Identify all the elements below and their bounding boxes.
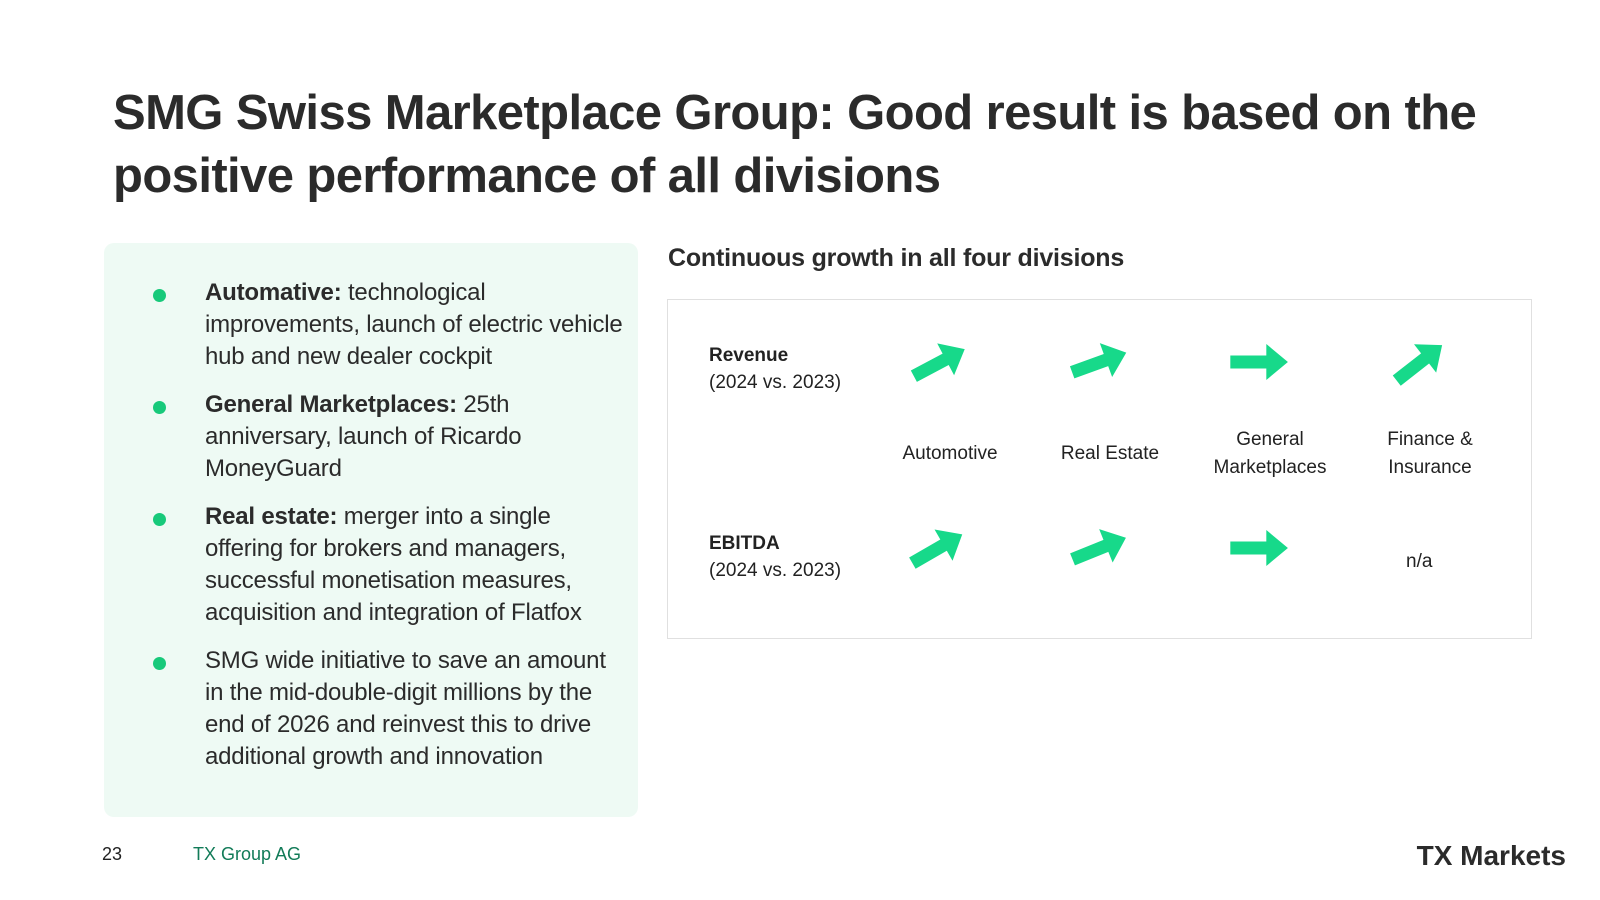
highlights-panel: Automative: technological improvements, … [104, 243, 638, 817]
growth-matrix: Revenue (2024 vs. 2023) EBITDA (2024 vs.… [667, 299, 1532, 639]
bullet-dot-icon [153, 289, 166, 302]
revenue-period: (2024 vs. 2023) [709, 372, 842, 393]
ebitda-row-label: EBITDA (2024 vs. 2023) [709, 530, 841, 584]
highlight-text: merger into a single offering for broker… [205, 503, 582, 626]
highlight-text: 25th anniversary, launch of Ricardo Mone… [205, 391, 522, 482]
list-item: Automative: technological improvements, … [104, 277, 638, 373]
revenue-row-label: Revenue (2024 vs. 2023) [709, 342, 841, 396]
bullet-dot-icon [153, 513, 166, 526]
ebitda-automotive-arrow-icon [904, 522, 976, 574]
ebitda-finance-insurance-na: n/a [1406, 551, 1433, 572]
division-label-automotive: Automotive [902, 443, 998, 464]
list-item: General Marketplaces: 25th anniversary, … [104, 389, 638, 485]
highlight-term: Real estate: [205, 503, 338, 530]
revenue-automotive-arrow-icon [906, 336, 978, 388]
brand-logo: TX Markets [1416, 840, 1566, 871]
slide-title: SMG Swiss Marketplace Group: Good result… [113, 86, 1477, 203]
highlight-text: SMG wide initiative to save an amount in… [205, 647, 606, 770]
bullet-dot-icon [153, 657, 166, 670]
revenue-label: Revenue [709, 345, 789, 366]
revenue-real-estate-arrow-icon [1066, 336, 1138, 388]
division-label-real-estate: Real Estate [1060, 443, 1160, 464]
growth-heading: Continuous growth in all four divisions [668, 244, 1125, 272]
list-item: SMG wide initiative to save an amount in… [104, 645, 638, 773]
bullet-dot-icon [153, 401, 166, 414]
ebitda-real-estate-arrow-icon [1066, 522, 1138, 574]
ebitda-general-marketplaces-arrow-icon [1226, 522, 1298, 574]
revenue-finance-insurance-arrow-icon [1386, 336, 1458, 388]
division-label-general-marketplaces: General Marketplaces [1213, 429, 1327, 478]
highlight-term: General Marketplaces: [205, 391, 457, 418]
ebitda-period: (2024 vs. 2023) [709, 560, 842, 581]
ebitda-label: EBITDA [709, 533, 780, 554]
page-number: 23 [102, 844, 123, 864]
list-item: Real estate: merger into a single offeri… [104, 501, 638, 629]
company-name: TX Group AG [193, 844, 302, 864]
revenue-general-marketplaces-arrow-icon [1226, 336, 1298, 388]
highlight-term: Automative: [205, 279, 342, 306]
highlight-text: technological improvements, launch of el… [205, 279, 623, 370]
division-label-finance-insurance: Finance & Insurance [1387, 429, 1473, 478]
highlights-list: Automative: technological improvements, … [104, 277, 638, 789]
